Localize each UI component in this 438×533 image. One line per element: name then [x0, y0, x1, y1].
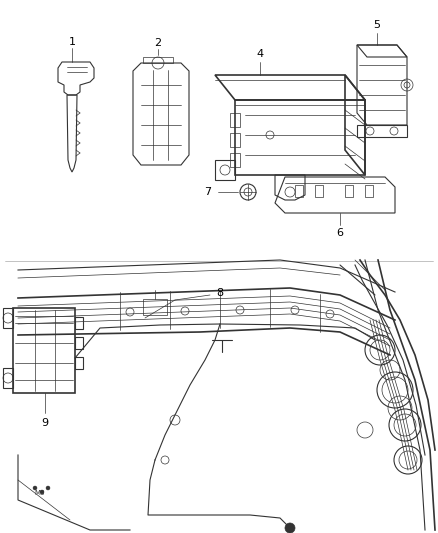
- Circle shape: [33, 486, 37, 490]
- Text: M3: M3: [35, 490, 45, 496]
- Circle shape: [46, 486, 50, 490]
- Text: 2: 2: [155, 38, 162, 48]
- Text: 1: 1: [68, 37, 75, 47]
- Text: 9: 9: [42, 418, 49, 428]
- Bar: [315, 185, 323, 197]
- Bar: [230, 133, 240, 147]
- Text: 4: 4: [256, 49, 264, 59]
- Text: 8: 8: [216, 288, 223, 298]
- Text: 5: 5: [374, 20, 381, 30]
- Bar: [230, 153, 240, 167]
- Bar: [365, 185, 373, 197]
- Text: 6: 6: [336, 228, 343, 238]
- Circle shape: [285, 523, 295, 533]
- Bar: [345, 185, 353, 197]
- Text: 7: 7: [205, 187, 212, 197]
- Circle shape: [40, 490, 44, 494]
- Bar: [143, 299, 167, 315]
- Bar: [295, 185, 303, 197]
- Bar: [230, 113, 240, 127]
